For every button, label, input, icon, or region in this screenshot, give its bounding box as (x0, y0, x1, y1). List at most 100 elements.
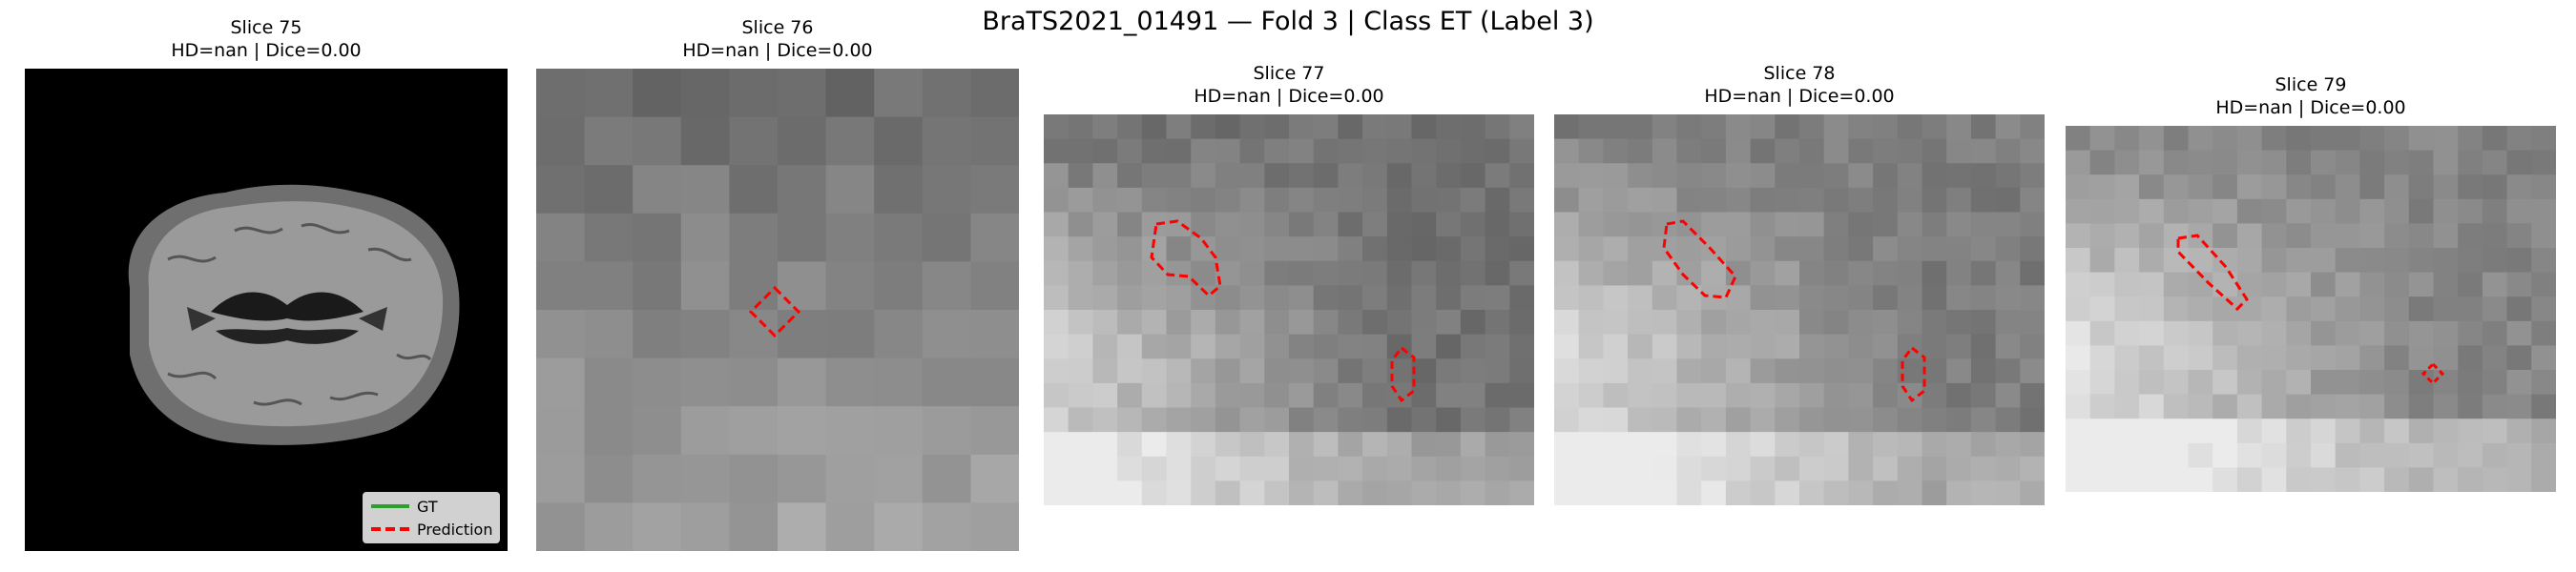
image-pixel (2384, 198, 2410, 224)
image-pixel (1676, 334, 1702, 359)
image-pixel (778, 116, 827, 166)
image-pixel (1460, 114, 1486, 140)
image-pixel (2311, 296, 2337, 322)
image-pixel (1970, 163, 1997, 189)
image-pixel (2139, 345, 2165, 371)
image-pixel (1460, 334, 1486, 359)
image-pixel (1191, 456, 1216, 481)
mri-slice-image (2066, 126, 2556, 492)
image-pixel (1701, 138, 1727, 164)
image-pixel (1338, 407, 1363, 433)
image-pixel (536, 502, 586, 551)
image-pixel (2286, 370, 2312, 396)
image-pixel (1995, 138, 2021, 164)
image-pixel (2236, 174, 2263, 200)
image-pixel (2506, 198, 2532, 224)
image-pixel (1603, 236, 1629, 262)
image-pixel (1701, 334, 1727, 359)
image-pixel (1068, 480, 1093, 505)
image-pixel (1995, 334, 2021, 359)
image-pixel (536, 406, 586, 456)
image-pixel (1725, 456, 1752, 481)
image-pixel (1799, 358, 1825, 384)
image-pixel (1362, 138, 1388, 164)
image-pixel (1823, 260, 1849, 286)
image-pixel (1603, 334, 1629, 359)
image-pixel (1554, 456, 1580, 481)
image-pixel (2482, 150, 2508, 175)
image-pixel (2236, 370, 2263, 396)
image-pixel (536, 358, 586, 407)
image-pixel (2139, 150, 2165, 175)
image-pixel (1554, 285, 1580, 311)
image-pixel (1578, 358, 1604, 384)
image-pixel (1289, 163, 1315, 189)
image-pixel (1750, 358, 1776, 384)
image-pixel (1775, 334, 1800, 359)
image-pixel (1436, 382, 1462, 409)
image-pixel (2114, 150, 2140, 175)
image-pixel (1215, 407, 1241, 433)
image-pixel (1995, 407, 2021, 433)
image-pixel (1676, 407, 1702, 433)
image-pixel (1995, 187, 2021, 214)
image-pixel (1068, 285, 1093, 311)
image-pixel (2020, 432, 2045, 458)
image-pixel (2212, 442, 2238, 468)
image-pixel (1068, 334, 1093, 359)
image-pixel (1922, 480, 1947, 505)
image-pixel (1578, 212, 1604, 237)
image-pixel (2458, 320, 2483, 346)
image-pixel (2212, 248, 2238, 274)
image-pixel (922, 406, 971, 456)
image-pixel (2359, 467, 2385, 492)
image-pixel (1750, 114, 1776, 140)
image-pixel (1289, 432, 1315, 458)
image-pixel (2458, 126, 2483, 152)
image-pixel (1362, 163, 1388, 189)
image-pixel (1628, 358, 1653, 384)
image-pixel (1386, 236, 1413, 262)
image-pixel (2311, 126, 2337, 152)
image-pixel (1970, 334, 1997, 359)
image-pixel (2188, 174, 2213, 200)
image-pixel (1554, 187, 1580, 214)
image-pixel (1628, 260, 1653, 286)
image-pixel (1141, 334, 1168, 359)
image-pixel (2311, 272, 2337, 297)
image-pixel (1215, 480, 1241, 505)
image-pixel (2066, 467, 2091, 492)
image-pixel (2384, 370, 2410, 396)
image-pixel (778, 213, 827, 262)
image-pixel (2163, 174, 2190, 200)
image-pixel (1338, 382, 1363, 409)
image-pixel (1970, 456, 1997, 481)
image-pixel (2089, 442, 2115, 468)
image-pixel (2286, 345, 2312, 371)
panel-metrics: HD=nan | Dice=0.00 (682, 40, 873, 61)
image-pixel (729, 502, 779, 551)
image-pixel (1750, 212, 1776, 237)
image-pixel (1652, 187, 1678, 214)
image-pixel (1652, 432, 1678, 458)
image-pixel (1117, 138, 1143, 164)
image-pixel (1436, 334, 1462, 359)
image-pixel (1701, 382, 1727, 409)
image-pixel (1652, 456, 1678, 481)
image-pixel (1239, 382, 1265, 409)
image-pixel (2114, 370, 2140, 396)
image-pixel (1239, 260, 1265, 286)
image-pixel (1725, 187, 1752, 214)
image-pixel (2286, 248, 2312, 274)
image-pixel (2236, 419, 2263, 444)
image-pixel (1676, 212, 1702, 237)
image-pixel (2066, 272, 2091, 297)
image-pixel (1338, 163, 1363, 189)
image-pixel (1044, 212, 1070, 237)
image-pixel (1554, 480, 1580, 505)
image-pixel (1946, 456, 1972, 481)
image-pixel (1970, 114, 1997, 140)
image-pixel (1239, 285, 1265, 311)
image-pixel (1578, 114, 1604, 140)
panel-title: Slice 77 (1253, 63, 1325, 84)
